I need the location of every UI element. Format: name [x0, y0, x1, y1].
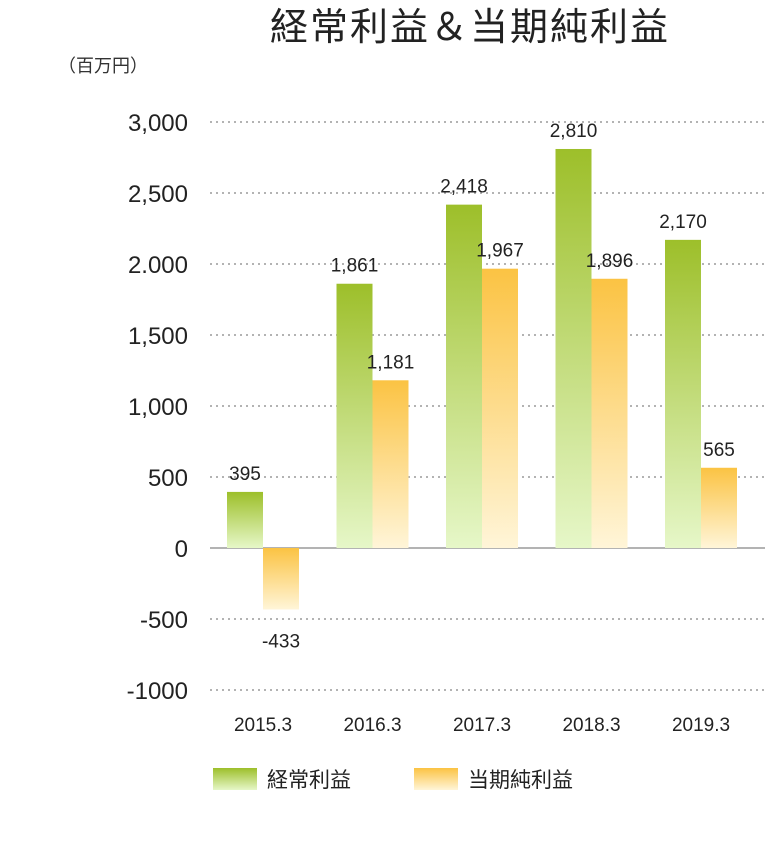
data-label: 1,896 — [586, 251, 634, 272]
y-tick-label: 2.000 — [128, 252, 188, 279]
data-label: -433 — [262, 631, 300, 652]
data-label: 2,170 — [659, 212, 707, 233]
legend-label: 当期純利益 — [468, 768, 573, 792]
legend: 経常利益 当期純利益 — [213, 768, 573, 792]
bar-ordinary-profit — [227, 491, 263, 548]
y-unit-label: （百万円） — [58, 56, 148, 77]
bar-net-profit — [701, 467, 737, 548]
data-label: 1,967 — [476, 241, 524, 262]
data-label: 395 — [229, 464, 261, 485]
legend-label: 経常利益 — [267, 768, 351, 792]
x-tick-label: 2019.3 — [672, 715, 730, 736]
data-label: 565 — [703, 440, 735, 461]
legend-swatch — [414, 768, 458, 790]
x-tick-labels: 2015.3 2016.3 2017.3 2018.3 2019.3 — [234, 715, 730, 736]
bar-net-profit — [263, 548, 299, 610]
x-tick-label: 2017.3 — [453, 715, 511, 736]
y-tick-label: -1000 — [127, 678, 188, 705]
y-tick-labels: 3,000 2,500 2.000 1,500 1,000 500 0 -500 -1000 — [127, 110, 188, 705]
bar-ordinary-profit — [555, 148, 592, 549]
legend-swatch — [213, 768, 257, 790]
bar-ordinary-profit — [446, 204, 482, 549]
x-tick-label: 2016.3 — [343, 715, 401, 736]
x-tick-label: 2018.3 — [562, 715, 620, 736]
y-tick-label: 1,500 — [128, 323, 188, 350]
data-label: 2,810 — [550, 121, 598, 142]
x-tick-label: 2015.3 — [234, 715, 292, 736]
data-labels: 395 -433 1,861 1,181 2,418 1,967 2,810 1,896 2,1… — [229, 121, 735, 653]
y-tick-label: 1,000 — [128, 394, 188, 421]
bar-net-profit — [591, 278, 628, 548]
data-label: 1,861 — [331, 256, 379, 277]
y-tick-label: 0 — [175, 536, 188, 563]
bar-net-profit — [372, 380, 409, 548]
y-tick-label: 3,000 — [128, 110, 188, 137]
bars — [227, 148, 737, 610]
data-label: 1,181 — [367, 352, 415, 373]
y-tick-label: -500 — [140, 607, 188, 634]
y-tick-label: 500 — [148, 465, 188, 492]
chart-title: 経常利益＆当期純利益 — [270, 5, 670, 49]
data-label: 2,418 — [440, 177, 488, 198]
bar-ordinary-profit — [665, 239, 701, 549]
bar-net-profit — [482, 268, 518, 548]
bar-ordinary-profit — [336, 283, 373, 548]
y-tick-label: 2,500 — [128, 181, 188, 208]
